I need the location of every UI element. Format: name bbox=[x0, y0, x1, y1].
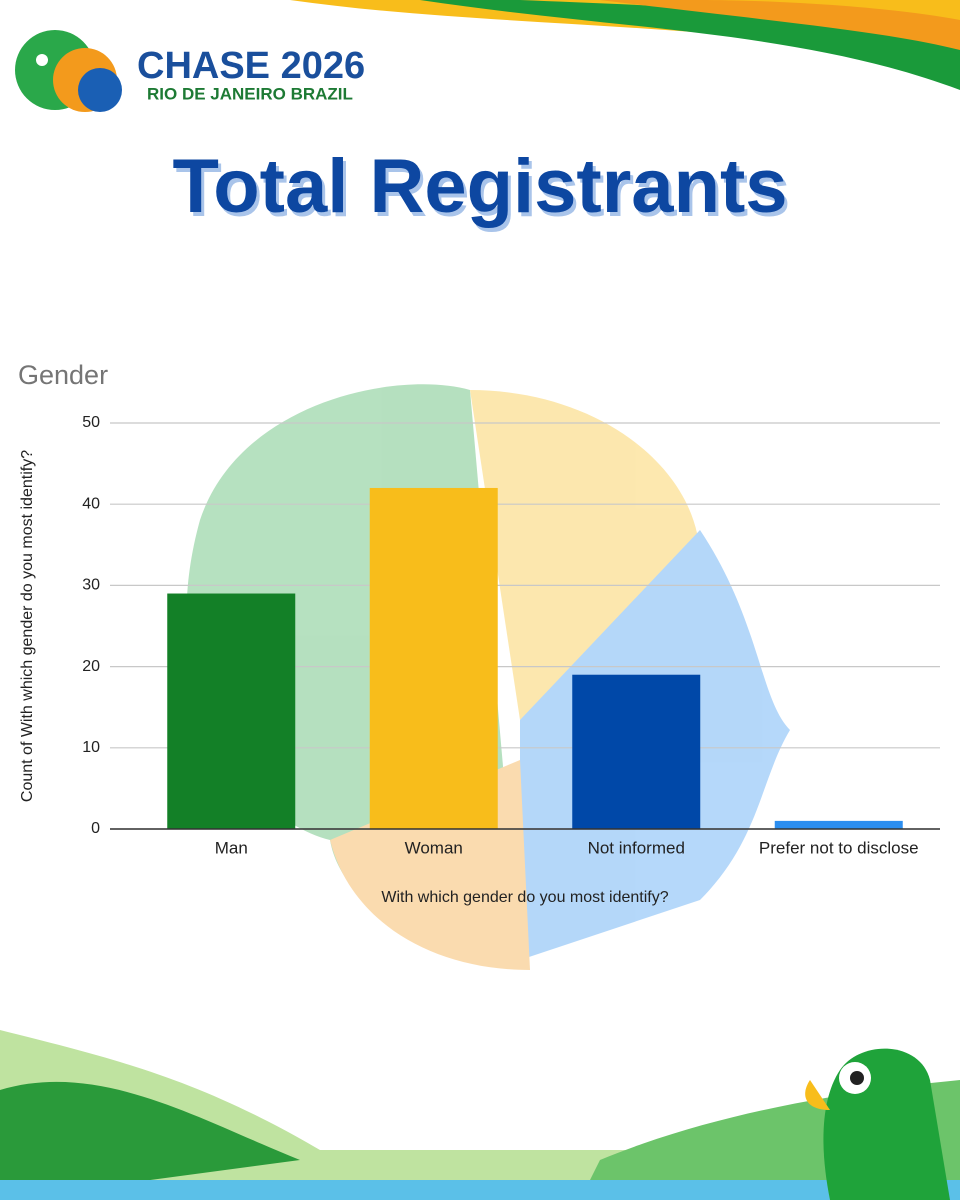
y-tick-label: 50 bbox=[82, 414, 100, 431]
y-tick-label: 20 bbox=[82, 658, 100, 675]
y-axis-label: Count of With which gender do you most i… bbox=[19, 450, 36, 802]
bar bbox=[167, 593, 296, 829]
bar bbox=[369, 487, 498, 829]
y-tick-label: 40 bbox=[82, 495, 100, 512]
bar bbox=[572, 674, 701, 829]
x-tick-label: Prefer not to disclose bbox=[759, 838, 919, 857]
logo-mark bbox=[15, 30, 122, 112]
page-title: Total Registrants bbox=[172, 144, 787, 229]
x-axis-label: With which gender do you most identify? bbox=[381, 889, 668, 906]
x-tick-label: Not informed bbox=[588, 838, 685, 857]
logo-location: RIO DE JANEIRO BRAZIL bbox=[147, 84, 353, 103]
bar bbox=[774, 820, 903, 829]
y-tick-label: 10 bbox=[82, 739, 100, 756]
title-shadow: Total Registrants bbox=[175, 148, 790, 233]
logo-text: CHASE 2026 bbox=[137, 45, 365, 87]
decor-stripe bbox=[600, 0, 960, 50]
y-tick-label: 0 bbox=[91, 820, 100, 837]
y-tick-label: 30 bbox=[82, 577, 100, 594]
plot: 0 10 20 30 40 50 Man Woman Not informed Prefer no… bbox=[82, 414, 940, 857]
decor-landscape bbox=[0, 1030, 960, 1200]
x-tick-label: Woman bbox=[405, 838, 463, 857]
chart-title: Gender bbox=[18, 360, 108, 390]
x-tick-label: Man bbox=[215, 838, 248, 857]
